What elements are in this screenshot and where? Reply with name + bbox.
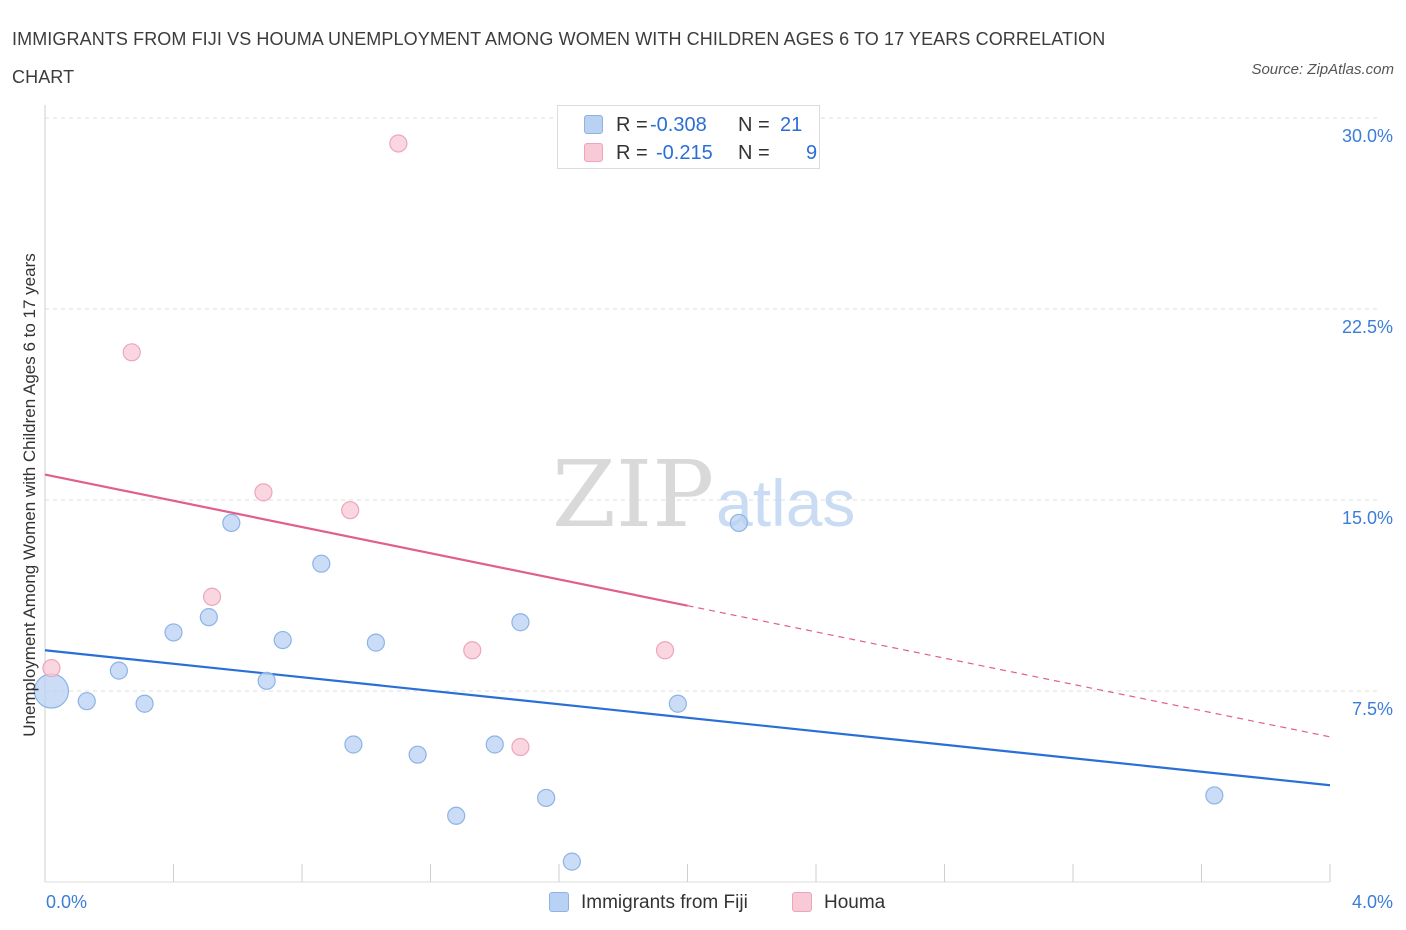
legend-n-label: N = bbox=[738, 142, 770, 164]
data-point-fiji bbox=[511, 613, 530, 632]
data-point-fiji bbox=[562, 852, 581, 871]
legend-label-houma: Houma bbox=[824, 892, 886, 913]
trend-line-fiji bbox=[44, 649, 1331, 787]
data-point-fiji bbox=[33, 673, 70, 709]
grid-layer bbox=[45, 117, 1380, 692]
data-point-fiji bbox=[408, 745, 427, 764]
legend-r-label: R = bbox=[616, 142, 648, 164]
trend-line-houma bbox=[44, 473, 688, 607]
data-point-houma bbox=[341, 501, 360, 520]
legend-n-value: 9 bbox=[806, 142, 818, 164]
legend-r-value: -0.308 bbox=[650, 114, 707, 136]
data-point-houma bbox=[202, 587, 222, 606]
legend-swatch-fiji bbox=[549, 892, 569, 912]
source-credit: Source: ZipAtlas.com bbox=[1251, 61, 1394, 78]
data-point-fiji bbox=[312, 554, 331, 573]
data-point-houma bbox=[655, 641, 675, 660]
legend-swatch-houma bbox=[792, 892, 812, 912]
legend-swatch-houma bbox=[584, 143, 603, 162]
y-tick-label: 30.0% bbox=[1342, 126, 1393, 146]
x-tick-label-min: 0.0% bbox=[46, 892, 87, 912]
data-point-fiji bbox=[447, 806, 466, 825]
data-point-fiji bbox=[199, 608, 218, 627]
y-tick-label: 15.0% bbox=[1342, 508, 1393, 528]
data-point-fiji bbox=[344, 735, 363, 754]
data-point-fiji bbox=[77, 692, 96, 711]
trend-layer bbox=[44, 473, 1331, 787]
data-point-fiji bbox=[485, 735, 504, 754]
data-point-fiji bbox=[668, 694, 687, 713]
data-point-houma bbox=[122, 343, 141, 362]
watermark: ZIP atlas bbox=[552, 441, 855, 548]
data-point-houma bbox=[254, 483, 273, 502]
data-point-houma bbox=[511, 737, 530, 757]
data-point-fiji bbox=[222, 513, 241, 533]
legend-label-fiji: Immigrants from Fiji bbox=[581, 892, 748, 913]
series-legend: Immigrants from Fiji Houma bbox=[0, 890, 1406, 916]
legend-n-value: 21 bbox=[780, 114, 803, 136]
watermark-zip: ZIP bbox=[552, 441, 714, 548]
data-point-fiji bbox=[366, 633, 385, 652]
data-point-fiji bbox=[257, 671, 276, 690]
data-point-fiji bbox=[109, 661, 128, 680]
data-point-fiji bbox=[729, 513, 749, 533]
y-tick-label: 7.5% bbox=[1352, 699, 1393, 719]
data-point-fiji bbox=[273, 630, 292, 650]
y-axis-label: Unemployment Among Women with Children A… bbox=[20, 253, 39, 737]
data-point-houma bbox=[389, 134, 408, 153]
data-point-houma bbox=[463, 641, 482, 660]
trend-line-extension-houma bbox=[687, 605, 1331, 738]
data-point-houma bbox=[42, 658, 61, 678]
x-tick-label-max: 4.0% bbox=[1352, 892, 1393, 912]
data-point-fiji bbox=[537, 788, 556, 808]
data-point-fiji bbox=[1205, 786, 1224, 805]
chart-title: IMMIGRANTS FROM FIJI VS HOUMA UNEMPLOYME… bbox=[12, 29, 1106, 87]
data-point-fiji bbox=[135, 694, 154, 713]
legend-n-label: N = bbox=[738, 114, 770, 136]
y-tick-label: 22.5% bbox=[1342, 317, 1393, 337]
data-point-fiji bbox=[164, 623, 183, 642]
legend-r-label: R = bbox=[616, 114, 648, 136]
points-layer bbox=[33, 134, 1224, 871]
correlation-legend: R = -0.308 N = 21 R = -0.215 N = 9 bbox=[557, 105, 820, 169]
legend-r-value: -0.215 bbox=[656, 142, 713, 164]
axis-layer: 7.5% 15.0% 22.5% 30.0% 0.0% 4.0% bbox=[44, 105, 1393, 912]
legend-swatch-fiji bbox=[584, 115, 603, 134]
